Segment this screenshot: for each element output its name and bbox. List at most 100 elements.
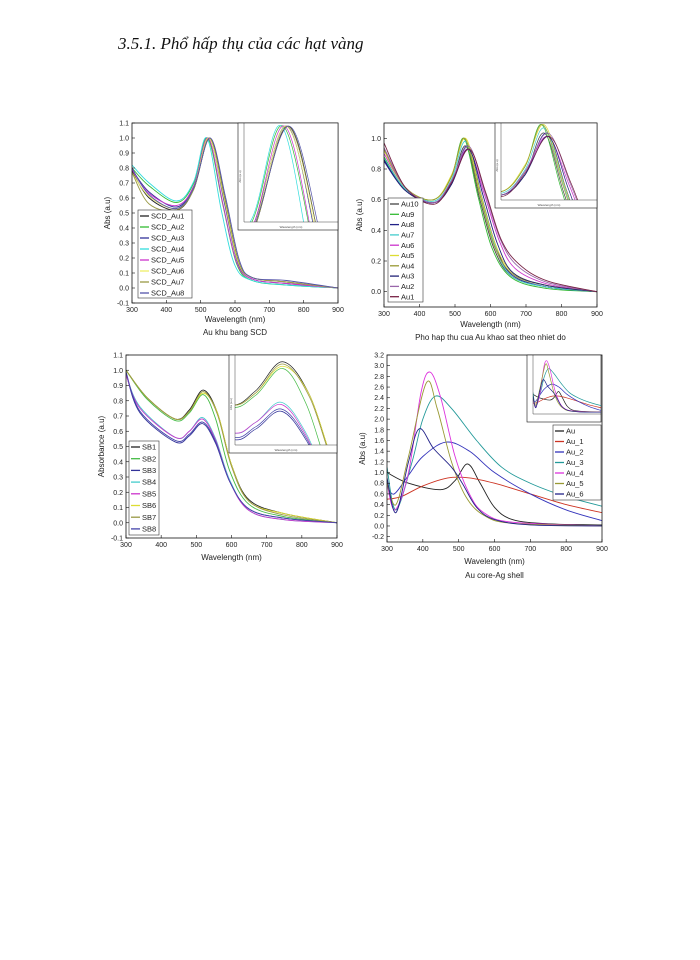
legend-entry: SB8 xyxy=(142,525,156,534)
y-tick-label: 0.9 xyxy=(113,383,123,390)
inset-series-line-Au10 xyxy=(501,132,567,200)
legend-entry: SCD_Au8 xyxy=(151,289,184,298)
inset-series-line-SB8 xyxy=(235,408,311,445)
legend-entry: Au_4 xyxy=(566,469,584,478)
legend: SB1 SB2 SB3 SB4 SB5 SB6 SB7 SB8 xyxy=(128,440,160,536)
y-tick-label: 0.1 xyxy=(113,505,123,512)
x-tick-label: 500 xyxy=(453,546,465,553)
y-tick-label: 0.0 xyxy=(371,289,381,296)
y-tick-label: 0.3 xyxy=(113,475,123,482)
y-tick-label: 0.7 xyxy=(113,414,123,421)
y-tick-label: 0.7 xyxy=(119,181,129,188)
y-tick-label: 0.6 xyxy=(374,491,384,498)
y-tick-label: 3.0 xyxy=(374,363,384,370)
series-line-SCD_Au8 xyxy=(132,137,338,289)
series-line-Au_5 xyxy=(387,380,602,527)
legend-entry: Au_1 xyxy=(566,437,584,446)
y-tick-label: 0.2 xyxy=(119,256,129,263)
inset-series-line-Au4 xyxy=(501,124,569,200)
y-tick-label: 1.1 xyxy=(119,121,129,128)
legend-entry: SCD_Au2 xyxy=(151,223,184,232)
y-tick-label: 2.0 xyxy=(374,417,384,424)
inset-x-label: Wavelength (nm) xyxy=(275,448,298,452)
legend-entry: Au3 xyxy=(401,272,414,281)
x-tick-label: 700 xyxy=(520,311,532,318)
inset-series-line-SCD_Au1 xyxy=(256,125,316,222)
series-line-Au_2 xyxy=(387,441,602,522)
y-tick-label: 1.0 xyxy=(119,136,129,143)
y-tick-label: 0.8 xyxy=(371,167,381,174)
y-tick-label: 0.6 xyxy=(113,429,123,436)
inset-x-label: Wavelength (nm) xyxy=(538,203,561,207)
inset-plot: Wavelength (nm) Abs (a.u) xyxy=(494,122,598,209)
x-tick-label: 400 xyxy=(417,546,429,553)
inset-plot: Wavelength (nm) Abs (a.u) xyxy=(228,354,338,454)
y-tick-label: -0.2 xyxy=(372,534,384,541)
series-line-SCD_Au4 xyxy=(132,137,338,289)
y-axis-label: Abs (a.u) xyxy=(103,196,112,229)
inset-series-line-SB2 xyxy=(235,368,321,445)
x-axis-label: Wavelength (nm) xyxy=(460,320,521,329)
legend-entry: Au1 xyxy=(401,292,414,301)
x-tick-label: 400 xyxy=(155,542,167,549)
inset-series-line-SCD_Au3 xyxy=(254,125,314,222)
inset-y-label: Abs (a.u) xyxy=(495,159,499,171)
x-tick-label: 700 xyxy=(263,307,275,314)
legend-entry: Au5 xyxy=(401,251,414,260)
inset-series-line-SCD_Au7 xyxy=(256,125,316,222)
legend-entry: Au_5 xyxy=(566,479,584,488)
legend-entry: SCD_Au6 xyxy=(151,267,184,276)
legend-entry: SB4 xyxy=(142,478,156,487)
legend-entry: Au_6 xyxy=(566,490,584,499)
legend-entry: SB3 xyxy=(142,466,156,475)
series-line-SB8 xyxy=(126,371,337,524)
inset-series-line-Au3 xyxy=(501,136,573,200)
legend-entry: Au7 xyxy=(401,231,414,240)
y-tick-label: 1.8 xyxy=(374,427,384,434)
legend-entry: SB5 xyxy=(142,489,156,498)
x-tick-label: 600 xyxy=(229,307,241,314)
y-tick-label: -0.1 xyxy=(111,536,123,543)
inset-series-line-Au9 xyxy=(501,124,565,200)
x-tick-label: 900 xyxy=(332,307,344,314)
y-axis-label: Abs (a.u) xyxy=(358,432,367,465)
chart-caption: Au khu bang SCD xyxy=(203,328,267,337)
series-line-Au xyxy=(387,463,602,526)
inset-plot xyxy=(526,354,602,423)
chart-1: 300 400 500 600 700 800 900 -0.1 0.0 0.1 0.2 0.3 0.4… xyxy=(103,121,344,338)
legend-entry: SB6 xyxy=(142,501,156,510)
x-tick-label: 400 xyxy=(160,307,172,314)
inset-series-line-Au2 xyxy=(501,132,578,200)
y-tick-label: 1.0 xyxy=(113,368,123,375)
inset-series-line-Au7 xyxy=(501,127,570,200)
chart-caption: Au core-Ag shell xyxy=(465,571,524,580)
y-tick-label: 0.4 xyxy=(119,226,129,233)
x-tick-label: 900 xyxy=(596,546,608,553)
y-tick-label: 0.0 xyxy=(119,286,129,293)
inset-series-line-Au6 xyxy=(501,136,576,200)
series-line-SB2 xyxy=(126,369,337,524)
y-tick-label: 3.2 xyxy=(374,353,384,360)
y-tick-label: 0.8 xyxy=(374,481,384,488)
y-axis-label: Abs (a.u) xyxy=(355,198,364,231)
y-axis-label: Absorbance (a.u) xyxy=(97,415,106,477)
y-tick-label: 2.2 xyxy=(374,406,384,413)
inset-series-line-Au1 xyxy=(501,136,579,200)
y-tick-label: 0.4 xyxy=(374,502,384,509)
y-tick-label: 0.8 xyxy=(119,166,129,173)
legend-entry: SCD_Au1 xyxy=(151,212,184,221)
x-tick-label: 300 xyxy=(378,311,390,318)
x-tick-label: 300 xyxy=(381,546,393,553)
inset-series-line-SCD_Au4 xyxy=(249,125,304,222)
legend-entry: Au6 xyxy=(401,241,414,250)
y-tick-label: 0.2 xyxy=(371,259,381,266)
x-axis-label: Wavelength (nm) xyxy=(201,553,262,562)
x-tick-label: 900 xyxy=(591,311,603,318)
y-tick-label: 0.1 xyxy=(119,271,129,278)
x-tick-label: 500 xyxy=(195,307,207,314)
y-tick-label: 1.1 xyxy=(113,353,123,360)
inset-series-line-SCD_Au5 xyxy=(254,125,310,222)
x-tick-label: 700 xyxy=(261,542,273,549)
